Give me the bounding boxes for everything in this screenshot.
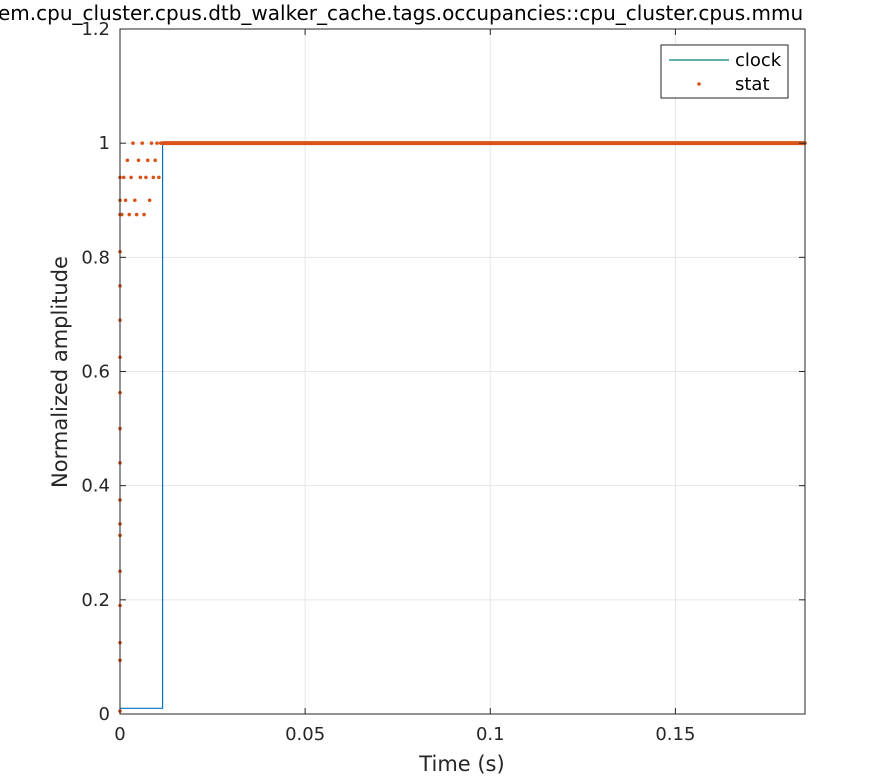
data-point: [136, 158, 141, 163]
data-point: [127, 212, 132, 217]
y-tick-label: 1: [99, 133, 110, 154]
chart-title: em.cpu_cluster.cpus.dtb_walker_cache.tag…: [0, 1, 803, 25]
y-axis-label: Normalized amplitude: [48, 256, 72, 488]
x-axis-label: Time (s): [418, 752, 504, 776]
data-point: [129, 175, 133, 180]
legend: clock stat: [660, 44, 789, 99]
data-point: [133, 198, 137, 203]
x-tick-label: 0.05: [285, 724, 325, 745]
data-point: [121, 175, 126, 180]
data-point: [151, 175, 156, 180]
x-tick-label: 0.1: [476, 724, 505, 745]
data-point: [147, 198, 152, 203]
legend-stat-swatch: [697, 82, 701, 86]
data-point: [149, 141, 154, 145]
legend-box: [660, 44, 789, 99]
y-tick-label: 0.6: [81, 362, 110, 383]
data-point: [131, 141, 135, 145]
ticks: 0 0.05 0.1 0.15 0 0.2 0.4 0.6 0.8 1 1.2: [81, 19, 805, 745]
data-point: [145, 158, 150, 163]
data-point: [120, 212, 124, 217]
legend-clock-label: clock: [735, 50, 782, 71]
data-point: [125, 158, 130, 163]
data-point: [160, 141, 165, 145]
data-point: [134, 212, 139, 217]
data-point: [123, 198, 128, 203]
y-tick-label: 0: [99, 704, 110, 725]
y-tick-label: 0.8: [81, 247, 110, 268]
data-point: [138, 175, 143, 180]
data-point: [140, 141, 145, 145]
y-tick-label: 0.4: [81, 476, 110, 497]
data-point: [144, 175, 148, 180]
x-tick-label: 0: [114, 724, 125, 745]
y-tick-label: 0.2: [81, 590, 110, 611]
legend-stat-label: stat: [735, 74, 770, 95]
data-point: [142, 212, 146, 217]
data-point: [155, 141, 159, 145]
y-tick-label: 1.2: [81, 19, 110, 40]
data-point: [157, 175, 161, 180]
data-point: [153, 158, 157, 163]
x-tick-label: 0.15: [655, 724, 695, 745]
